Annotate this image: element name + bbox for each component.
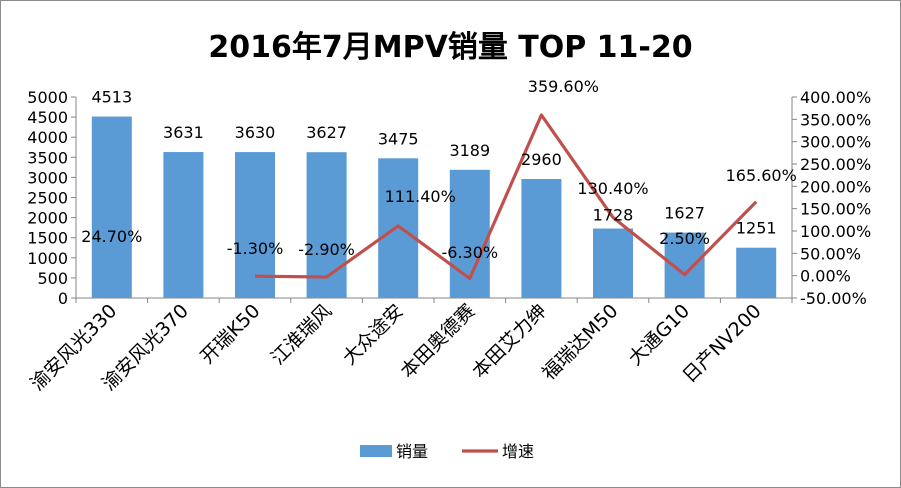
right-tick-label: 150.00% — [800, 200, 871, 219]
right-tick-label: -50.00% — [800, 289, 867, 308]
growth-value-label: 359.60% — [528, 77, 599, 96]
bar — [521, 179, 562, 298]
x-tick-label: 大通G10 — [624, 300, 694, 370]
growth-value-label: 130.40% — [577, 179, 648, 198]
bar-value-label: 1728 — [593, 206, 634, 225]
left-tick-label: 5000 — [27, 88, 68, 107]
bar — [736, 247, 777, 298]
bar — [306, 152, 347, 298]
growth-value-label: 165.60% — [726, 166, 797, 185]
x-tick-label: 大众途安 — [338, 300, 407, 369]
right-tick-label: 300.00% — [800, 133, 871, 152]
bar-value-label: 2960 — [521, 150, 562, 169]
x-tick-label: 江淮瑞风 — [267, 300, 336, 369]
right-tick-label: 50.00% — [800, 244, 861, 263]
left-tick-label: 2000 — [27, 209, 68, 228]
left-tick-label: 1000 — [27, 249, 68, 268]
bar-value-label: 3627 — [306, 123, 347, 142]
x-tick-label: 福瑞达M50 — [538, 300, 623, 385]
legend-swatch-sales — [360, 445, 392, 457]
left-tick-label: 500 — [37, 269, 68, 288]
left-tick-label: 1500 — [27, 229, 68, 248]
right-tick-label: 400.00% — [800, 88, 871, 107]
legend-label-sales: 销量 — [396, 442, 428, 461]
right-tick-label: 100.00% — [800, 222, 871, 241]
bar-value-label: 3630 — [235, 123, 276, 142]
left-tick-label: 3500 — [27, 148, 68, 167]
bar — [378, 158, 419, 298]
right-tick-label: 0.00% — [800, 267, 851, 286]
right-tick-label: 200.00% — [800, 177, 871, 196]
right-tick-label: 350.00% — [800, 110, 871, 129]
growth-value-label: -2.90% — [298, 240, 355, 259]
bar-value-label: 3631 — [163, 123, 204, 142]
bar-value-label: 4513 — [91, 88, 132, 107]
bar — [593, 228, 633, 298]
growth-value-label: -6.30% — [441, 243, 498, 262]
right-tick-label: 250.00% — [800, 155, 871, 174]
bar-value-label: 1627 — [664, 204, 705, 223]
left-tick-label: 4500 — [27, 108, 68, 127]
left-tick-label: 2500 — [27, 189, 68, 208]
x-tick-label: 本田奥德赛 — [397, 300, 480, 383]
growth-value-label: 24.70% — [81, 227, 142, 246]
chart-title: 2016年7月MPV销量 TOP 11-20 — [208, 30, 693, 65]
growth-value-label: 2.50% — [659, 229, 710, 248]
growth-line — [254, 113, 758, 281]
left-tick-label: 4000 — [27, 128, 68, 147]
legend-label-growth: 增速 — [502, 442, 534, 461]
x-tick-label: 开瑞K50 — [196, 300, 264, 368]
left-tick-label: 3000 — [27, 168, 68, 187]
left-tick-label: 0 — [58, 289, 68, 308]
bar-value-label: 3189 — [449, 141, 490, 160]
bar — [163, 152, 204, 298]
bar-value-label: 3475 — [378, 129, 419, 148]
growth-value-label: 111.40% — [385, 187, 456, 206]
bar — [235, 152, 275, 298]
bar — [91, 116, 132, 299]
bar-value-label: 1251 — [736, 219, 777, 238]
growth-value-label: -1.30% — [227, 239, 284, 258]
